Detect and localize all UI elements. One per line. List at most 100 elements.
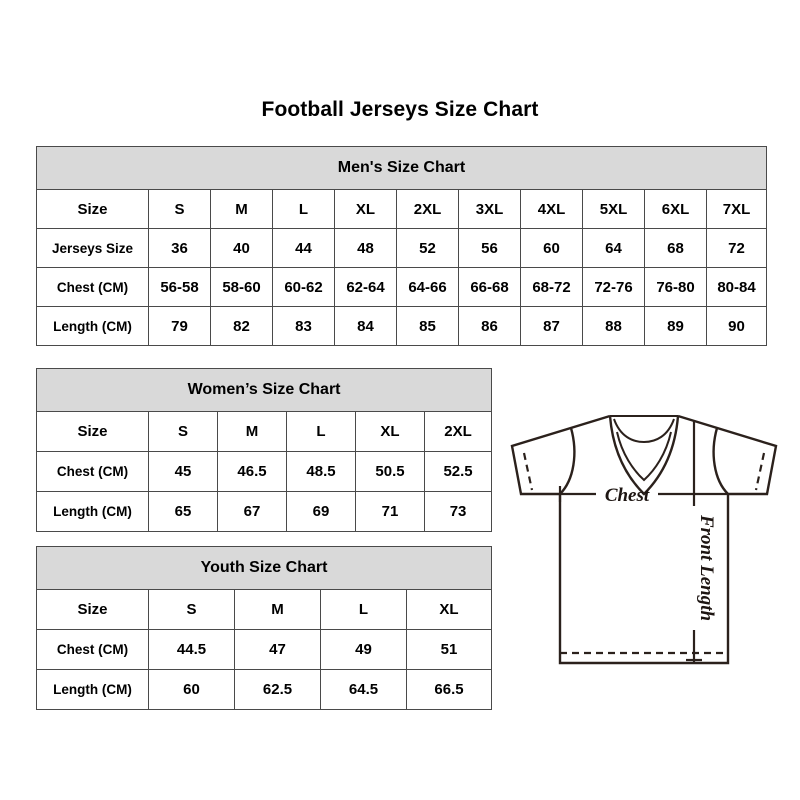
page-title: Football Jerseys Size Chart	[261, 98, 539, 121]
table-cell: 72-76	[582, 267, 645, 307]
table-header-row: Size S M L XL 2XL 3XL 4XL 5XL 6XL 7XL	[36, 189, 767, 229]
column-header-m: M	[217, 411, 287, 452]
shirt-neckline-outer	[608, 415, 680, 496]
left-sleeve-hem-dashed-line	[522, 452, 534, 491]
column-header-size: Size	[36, 411, 149, 452]
front-length-measure-label: Front Length	[696, 514, 717, 621]
column-header-s: S	[148, 411, 218, 452]
column-header-m: M	[210, 189, 273, 229]
shirt-body-outline	[558, 494, 730, 665]
row-label: Length (CM)	[36, 306, 149, 346]
row-label: Chest (CM)	[36, 451, 149, 492]
table-cell: 49	[320, 629, 407, 670]
table-cell: 71	[355, 491, 425, 532]
table-cell: 80-84	[706, 267, 767, 307]
row-label: Jerseys Size	[36, 228, 149, 268]
column-header-m: M	[234, 589, 321, 630]
table-cell: 36	[148, 228, 211, 268]
table-cell: 56	[458, 228, 521, 268]
jersey-measurement-diagram: Chest Front Length	[498, 398, 790, 688]
table-row: Jerseys Size 36 40 44 48 52 56 60 64 68 …	[36, 228, 767, 268]
shirt-right-armhole-seam	[712, 427, 729, 495]
table-cell: 69	[286, 491, 356, 532]
table-cell: 83	[272, 306, 335, 346]
table-cell: 48	[334, 228, 397, 268]
right-sleeve-hem-dashed-line	[754, 452, 766, 491]
column-header-5xl: 5XL	[582, 189, 645, 229]
table-cell: 65	[148, 491, 218, 532]
row-label: Length (CM)	[36, 669, 149, 710]
womens-table-title: Women’s Size Chart	[35, 368, 493, 412]
table-cell: 46.5	[217, 451, 287, 492]
table-band-row: Women’s Size Chart	[35, 368, 493, 412]
table-cell: 62.5	[234, 669, 321, 710]
table-header-row: Size S M L XL	[36, 589, 493, 630]
column-header-6xl: 6XL	[644, 189, 707, 229]
table-cell: 72	[706, 228, 767, 268]
row-label: Length (CM)	[36, 491, 149, 532]
table-cell: 79	[148, 306, 211, 346]
column-header-xl: XL	[355, 411, 425, 452]
table-cell: 58-60	[210, 267, 273, 307]
table-cell: 60	[520, 228, 583, 268]
shirt-collar-inner-curve-2	[616, 431, 672, 482]
table-cell: 85	[396, 306, 459, 346]
table-cell: 68-72	[520, 267, 583, 307]
shirt-collar-inner-curve-1	[613, 418, 675, 444]
mens-size-chart-table: Men's Size Chart Size S M L XL 2XL 3XL 4…	[36, 146, 767, 346]
table-band-row: Youth Size Chart	[35, 546, 493, 590]
row-label: Chest (CM)	[36, 629, 149, 670]
table-cell: 88	[582, 306, 645, 346]
table-cell: 62-64	[334, 267, 397, 307]
table-cell: 86	[458, 306, 521, 346]
column-header-2xl: 2XL	[423, 411, 493, 452]
table-row: Length (CM) 79 82 83 84 85 86 87 88 89 9…	[36, 306, 767, 346]
column-header-s: S	[148, 189, 211, 229]
table-row: Chest (CM) 44.5 47 49 51	[36, 629, 493, 670]
column-header-7xl: 7XL	[706, 189, 767, 229]
chest-measure-label: Chest	[605, 485, 650, 506]
column-header-l: L	[286, 411, 356, 452]
table-cell: 44.5	[148, 629, 235, 670]
table-cell: 51	[405, 629, 493, 670]
column-header-3xl: 3XL	[458, 189, 521, 229]
table-cell: 45	[148, 451, 218, 492]
table-cell: 44	[272, 228, 335, 268]
table-cell: 73	[423, 491, 493, 532]
table-cell: 66-68	[458, 267, 521, 307]
shirt-right-sleeve-outline	[677, 414, 778, 496]
table-row: Chest (CM) 56-58 58-60 60-62 62-64 64-66…	[36, 267, 767, 307]
table-cell: 50.5	[355, 451, 425, 492]
table-cell: 52.5	[423, 451, 493, 492]
column-header-size: Size	[36, 189, 149, 229]
shirt-left-armhole-seam	[559, 427, 576, 495]
table-cell: 90	[706, 306, 767, 346]
youth-size-chart-table: Youth Size Chart Size S M L XL Chest (CM…	[35, 546, 493, 710]
youth-table-title: Youth Size Chart	[35, 546, 493, 590]
shirt-left-sleeve-outline	[510, 414, 611, 496]
table-band-row: Men's Size Chart	[36, 146, 767, 190]
table-cell: 84	[334, 306, 397, 346]
table-row: Chest (CM) 45 46.5 48.5 50.5 52.5	[36, 451, 493, 492]
womens-size-chart-table: Women’s Size Chart Size S M L XL 2XL Che…	[35, 368, 493, 532]
column-header-l: L	[272, 189, 335, 229]
table-cell: 40	[210, 228, 273, 268]
column-header-xl: XL	[405, 589, 493, 630]
table-cell: 68	[644, 228, 707, 268]
mens-table-title: Men's Size Chart	[36, 146, 767, 190]
table-cell: 47	[234, 629, 321, 670]
table-cell: 60-62	[272, 267, 335, 307]
table-cell: 82	[210, 306, 273, 346]
column-header-s: S	[148, 589, 235, 630]
table-cell: 60	[148, 669, 235, 710]
table-header-row: Size S M L XL 2XL	[36, 411, 493, 452]
table-cell: 76-80	[644, 267, 707, 307]
table-cell: 87	[520, 306, 583, 346]
table-row: Length (CM) 60 62.5 64.5 66.5	[36, 669, 493, 710]
table-cell: 56-58	[148, 267, 211, 307]
table-cell: 67	[217, 491, 287, 532]
row-label: Chest (CM)	[36, 267, 149, 307]
table-cell: 52	[396, 228, 459, 268]
table-cell: 66.5	[405, 669, 493, 710]
table-cell: 48.5	[286, 451, 356, 492]
